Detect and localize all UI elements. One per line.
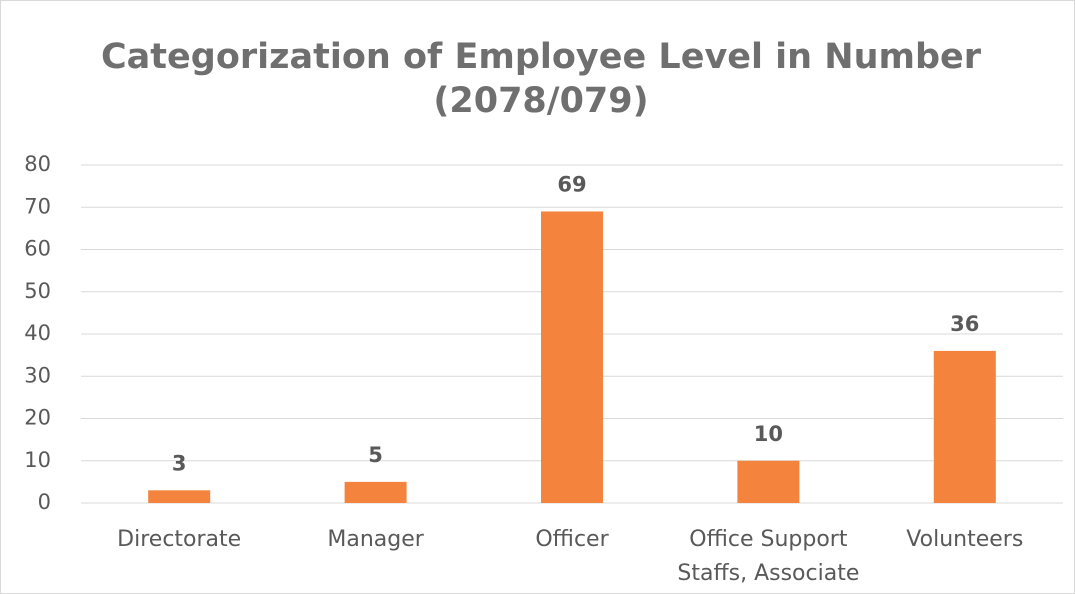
data-label: 10	[754, 422, 783, 446]
data-label: 36	[950, 312, 979, 336]
x-tick-label: Volunteers	[906, 527, 1024, 552]
y-tick-label: 70	[24, 194, 51, 218]
chart-title: Categorization of Employee Level in Numb…	[101, 37, 982, 121]
x-tick-label: Directorate	[117, 527, 242, 552]
y-tick-label: 0	[38, 490, 51, 514]
bar	[737, 460, 800, 503]
y-tick-label: 20	[24, 406, 51, 430]
bar	[541, 211, 603, 503]
bar	[344, 481, 407, 503]
y-tick-label: 80	[24, 152, 51, 176]
x-tick-label: Manager	[327, 527, 424, 552]
x-tick-label: Officer	[535, 527, 609, 552]
bar	[933, 350, 996, 503]
x-tick-label: Office Support Staffs, Associate	[677, 527, 860, 586]
data-label: 69	[557, 172, 586, 196]
y-tick-label: 60	[24, 237, 51, 261]
bar	[148, 490, 211, 503]
data-label: 3	[172, 451, 187, 475]
y-tick-label: 50	[24, 279, 51, 303]
data-label: 5	[368, 443, 383, 467]
y-tick-label: 30	[24, 363, 51, 387]
y-tick-label: 40	[24, 321, 51, 345]
y-tick-label: 10	[24, 448, 51, 472]
